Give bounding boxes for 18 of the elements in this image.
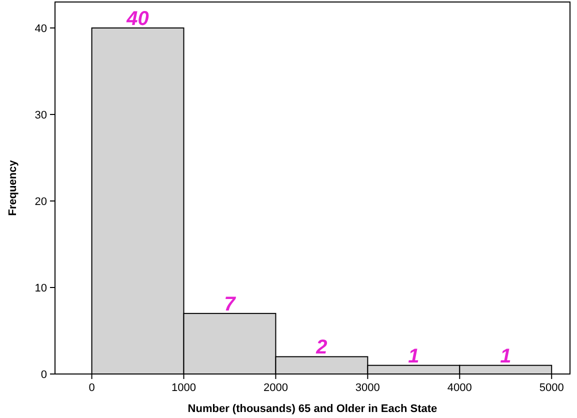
x-tick-label: 3000	[355, 382, 380, 394]
data-label: 2	[315, 336, 328, 359]
x-tick-label: 2000	[263, 382, 288, 394]
x-tick-label: 1000	[172, 382, 196, 394]
data-label: 1	[500, 345, 512, 368]
y-tick-label: 10	[34, 282, 47, 294]
x-tick-label: 0	[88, 382, 95, 394]
y-tick-label: 0	[40, 369, 47, 381]
y-tick-label: 30	[34, 109, 47, 122]
data-label: 7	[224, 293, 236, 316]
y-tick-label: 20	[34, 196, 47, 208]
data-label: 40	[126, 8, 149, 30]
x-axis-title: Number (thousands) 65 and Older in Each State	[188, 403, 438, 415]
y-tick-label: 40	[34, 22, 47, 35]
y-axis-title: Frequency	[7, 159, 19, 216]
x-tick-label: 5000	[539, 382, 564, 394]
data-label: 1	[408, 345, 420, 368]
x-tick-label: 4000	[447, 382, 472, 394]
